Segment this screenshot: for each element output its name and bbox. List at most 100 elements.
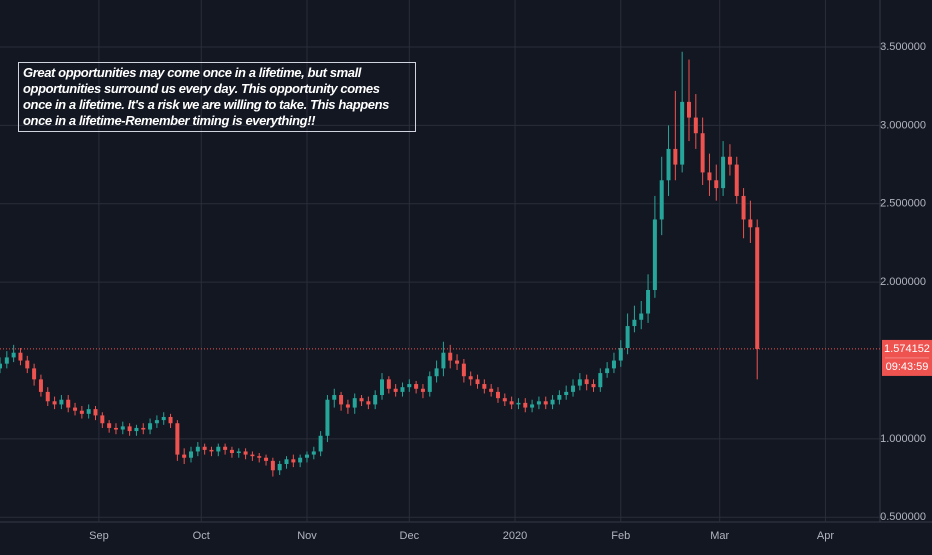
last-price-label: 1.574152 — [884, 343, 930, 355]
y-tick-label: 0.500000 — [880, 511, 926, 523]
candle-body — [366, 401, 371, 405]
candle-body — [591, 384, 596, 388]
candle-body — [748, 219, 753, 228]
candle-body — [550, 399, 555, 405]
candle-body — [127, 426, 132, 432]
candle-body — [189, 451, 194, 458]
candle-body — [714, 180, 719, 189]
candle-body — [557, 395, 562, 400]
candle-body — [461, 363, 466, 377]
candle-body — [680, 101, 685, 165]
candle-body — [100, 415, 105, 424]
candle-body — [161, 416, 166, 421]
x-tick-label: Dec — [400, 530, 420, 542]
candle-body — [25, 360, 30, 369]
candle-body — [427, 376, 432, 392]
candle-body — [45, 391, 50, 402]
x-tick-label: Apr — [817, 530, 834, 542]
candle-body — [659, 180, 664, 220]
candle-body — [120, 426, 125, 430]
candle-body — [639, 313, 644, 320]
candle-body — [420, 388, 425, 392]
candle-body — [666, 148, 671, 181]
candle-body — [270, 460, 275, 471]
candle-body — [113, 427, 118, 430]
candle-body — [209, 449, 214, 452]
candle-body — [393, 388, 398, 392]
candle-body — [250, 454, 255, 457]
candle-body — [291, 459, 296, 463]
candle-body — [236, 451, 241, 454]
candle-body — [448, 352, 453, 361]
candle-body — [693, 117, 698, 134]
candle-body — [536, 401, 541, 405]
candle-body — [284, 459, 289, 464]
candle-body — [727, 156, 732, 165]
candle-body — [605, 368, 610, 374]
candle-body — [632, 319, 637, 327]
candle-body — [414, 384, 419, 389]
candle-body — [38, 379, 43, 392]
y-tick-label: 1.000000 — [880, 433, 926, 445]
candle-body — [107, 423, 112, 428]
candle-body — [52, 401, 57, 405]
candle-body — [700, 133, 705, 173]
candle-body — [73, 407, 78, 411]
candle-body — [311, 451, 316, 455]
x-tick-label: Oct — [193, 530, 210, 542]
candle-body — [721, 156, 726, 189]
candle-body — [516, 402, 521, 405]
candle-body — [32, 368, 37, 380]
candle-body — [182, 454, 187, 458]
candle-body — [154, 420, 159, 424]
candle-body — [482, 384, 487, 389]
candle-body — [673, 148, 678, 165]
candle-body — [332, 395, 337, 400]
candle-body — [79, 410, 84, 414]
candle-body — [18, 352, 23, 361]
candle-body — [304, 454, 309, 458]
x-tick-label: Mar — [710, 530, 729, 542]
annotation: Great opportunities may come once in a l… — [18, 62, 416, 132]
candle-body — [400, 387, 405, 392]
candle-body — [652, 219, 657, 290]
candle-body — [168, 416, 173, 424]
candle-body — [686, 101, 691, 118]
candle-body — [257, 456, 262, 458]
y-tick-label: 2.000000 — [880, 276, 926, 288]
candle-body — [407, 384, 412, 388]
candle-body — [571, 385, 576, 392]
candle-body — [455, 360, 460, 364]
candle-body — [434, 368, 439, 377]
candle-body — [243, 451, 248, 455]
candle-body — [148, 423, 153, 430]
candle-body — [509, 401, 514, 405]
candle-body — [352, 398, 357, 408]
candle-body — [495, 391, 500, 399]
candle-body — [11, 352, 16, 358]
x-tick-label: Nov — [297, 530, 317, 542]
candle-body — [707, 172, 712, 181]
candle-body — [59, 399, 64, 405]
candle-body — [611, 360, 616, 369]
candle-body — [325, 399, 330, 436]
candle-body — [468, 376, 473, 380]
x-tick-label: Feb — [611, 530, 630, 542]
candle-body — [741, 195, 746, 220]
countdown-label: 09:43:59 — [886, 361, 929, 373]
candle-body — [134, 427, 139, 432]
candle-body — [318, 435, 323, 452]
candle-body — [373, 395, 378, 405]
candle-body — [0, 363, 2, 369]
candle-body — [543, 401, 548, 405]
candle-body — [202, 446, 207, 450]
candle-body — [598, 373, 603, 388]
candle-body — [441, 352, 446, 369]
candle-body — [386, 379, 391, 389]
candle-body — [216, 446, 221, 452]
candle-body — [229, 449, 234, 454]
candle-body — [298, 457, 303, 463]
candle-body — [264, 457, 269, 461]
